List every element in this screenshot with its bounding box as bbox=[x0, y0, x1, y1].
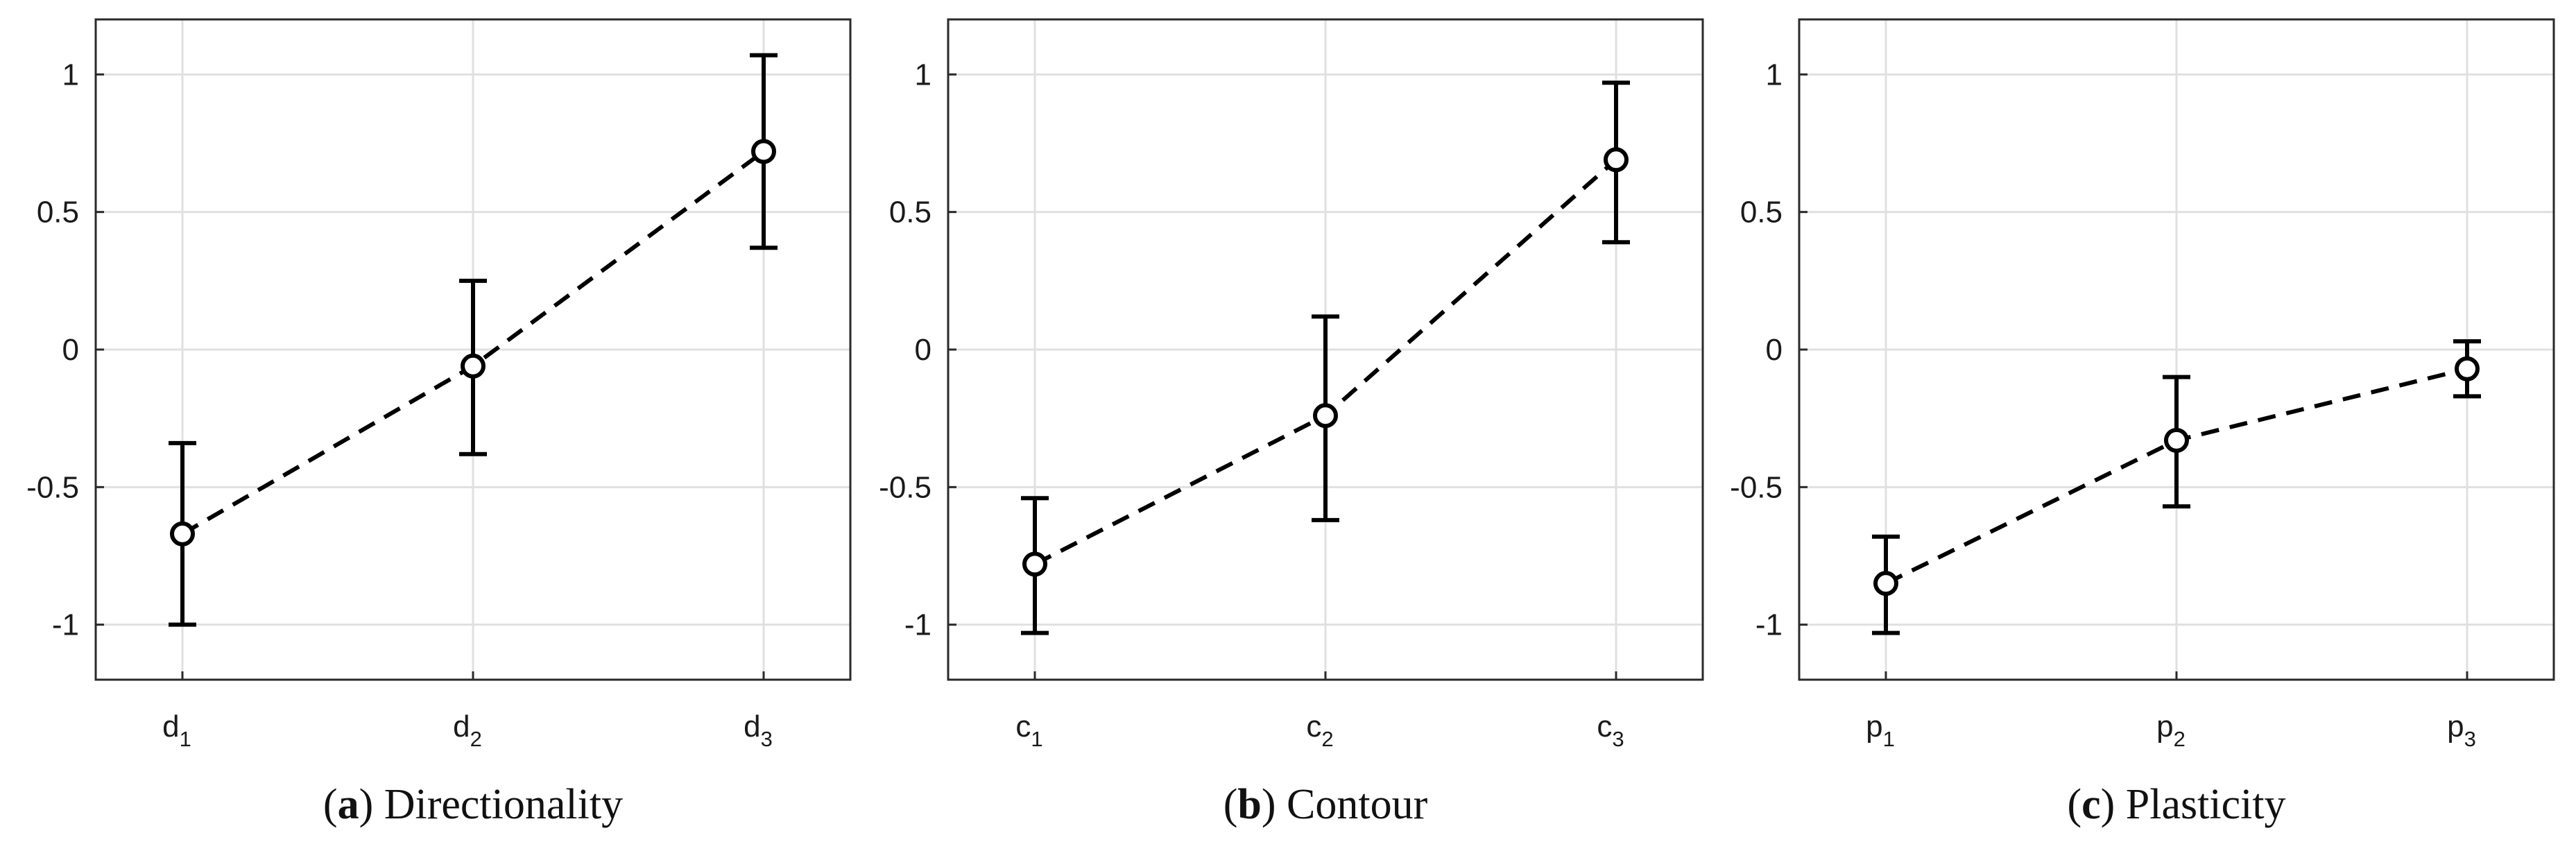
caption-text: Directionality bbox=[384, 781, 623, 828]
data-point bbox=[1313, 403, 1338, 429]
data-point bbox=[1873, 571, 1898, 596]
panel-caption: (c) Plasticity bbox=[2067, 781, 2285, 828]
data-point bbox=[2455, 356, 2480, 381]
x-tick-label-base: d bbox=[162, 710, 179, 743]
x-tick-label-subscript: 2 bbox=[470, 727, 482, 751]
axes-frame bbox=[94, 18, 852, 681]
y-tick-label: -0.5 bbox=[879, 470, 931, 504]
x-tick-label-subscript: 3 bbox=[1612, 727, 1624, 751]
x-tick-label: d3 bbox=[744, 710, 773, 751]
y-tick-label: -1 bbox=[904, 608, 931, 642]
caption-letter: a bbox=[338, 781, 359, 828]
x-tick-label-base: c bbox=[1306, 710, 1321, 743]
caption-paren-open: ( bbox=[323, 781, 338, 828]
y-tick-label: -0.5 bbox=[26, 470, 79, 504]
x-tick-label-subscript: 3 bbox=[761, 727, 773, 751]
x-tick-label-subscript: 1 bbox=[180, 727, 191, 751]
y-tick-label: 0 bbox=[62, 333, 79, 367]
x-tick-label: d1 bbox=[162, 710, 191, 751]
x-tick-label-subscript: 1 bbox=[1031, 727, 1042, 751]
x-tick-label-base: p bbox=[1866, 710, 1882, 743]
x-tick-label-subscript: 3 bbox=[2464, 727, 2476, 751]
y-tick-label: -1 bbox=[52, 608, 79, 642]
x-tick-label-subscript: 2 bbox=[1321, 727, 1333, 751]
x-tick-label-subscript: 1 bbox=[1883, 727, 1895, 751]
data-point bbox=[461, 353, 486, 379]
data-point bbox=[1022, 551, 1047, 577]
y-tick-label: 0.5 bbox=[1740, 196, 1783, 230]
data-point bbox=[1604, 147, 1629, 173]
caption-paren-close: ) bbox=[1262, 781, 1287, 828]
x-tick-label: p3 bbox=[2447, 710, 2476, 751]
x-tick-label: c1 bbox=[1015, 710, 1042, 751]
y-tick-label: 1 bbox=[915, 58, 931, 92]
panel-caption: (b) Contour bbox=[1223, 781, 1428, 828]
y-tick-label: -1 bbox=[1755, 608, 1783, 642]
x-tick-label-base: p bbox=[2156, 710, 2173, 743]
y-tick-label: 0.5 bbox=[37, 196, 79, 230]
caption-paren-close: ) bbox=[359, 781, 384, 828]
x-tick-label-base: p bbox=[2447, 710, 2464, 743]
caption-text: Plasticity bbox=[2126, 781, 2286, 828]
x-tick-label: c3 bbox=[1597, 710, 1624, 751]
x-tick-label: p1 bbox=[1866, 710, 1895, 751]
x-tick-label-base: d bbox=[744, 710, 760, 743]
panel-caption: (a) Directionality bbox=[323, 781, 623, 828]
x-tick-label-base: c bbox=[1015, 710, 1031, 743]
data-point bbox=[2164, 427, 2189, 453]
x-tick-label: d2 bbox=[453, 710, 482, 751]
caption-letter: b bbox=[1237, 781, 1261, 828]
x-tick-label: c2 bbox=[1306, 710, 1333, 751]
caption-paren-open: ( bbox=[2067, 781, 2081, 828]
caption-paren-close: ) bbox=[2101, 781, 2126, 828]
caption-text: Contour bbox=[1287, 781, 1428, 828]
data-point bbox=[751, 139, 776, 164]
y-tick-label: 1 bbox=[1766, 58, 1783, 92]
y-tick-label: 0 bbox=[915, 333, 931, 367]
x-tick-label-subscript: 2 bbox=[2174, 727, 2186, 751]
y-tick-label: 0.5 bbox=[889, 196, 931, 230]
caption-paren-open: ( bbox=[1223, 781, 1238, 828]
data-point bbox=[170, 521, 195, 547]
x-tick-label: p2 bbox=[2156, 710, 2186, 751]
y-tick-label: 1 bbox=[62, 58, 79, 92]
x-tick-label-base: d bbox=[453, 710, 470, 743]
caption-letter: c bbox=[2081, 781, 2101, 828]
axes-frame bbox=[1798, 18, 2555, 681]
y-tick-label: 0 bbox=[1766, 333, 1783, 367]
axes-frame bbox=[947, 18, 1704, 681]
y-tick-label: -0.5 bbox=[1730, 470, 1783, 504]
x-tick-label-base: c bbox=[1597, 710, 1612, 743]
